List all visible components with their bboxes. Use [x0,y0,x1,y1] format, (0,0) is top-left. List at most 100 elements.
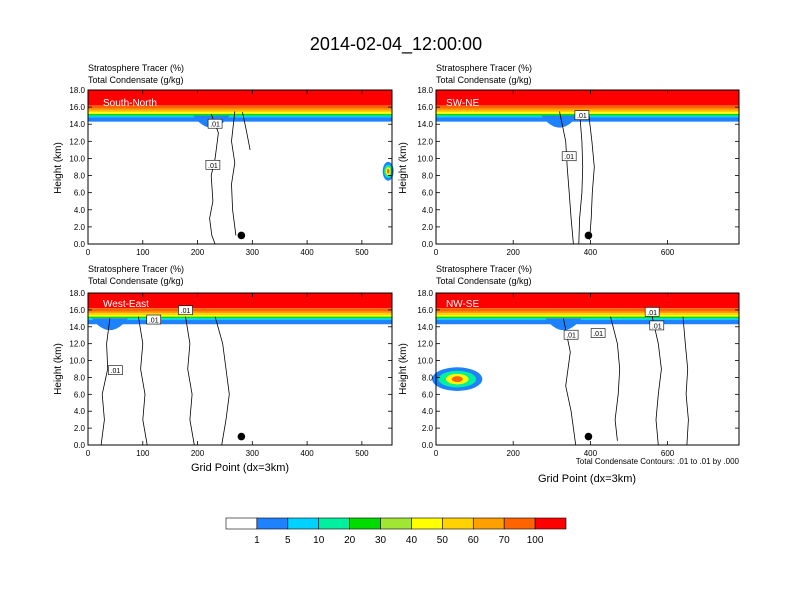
panel-1-tracer-blob-1-core [386,168,390,174]
panel-4-condensate-contour-2 [610,316,621,441]
panel-2-ytick-label-2: 4.0 [422,206,434,215]
panel-2-condensate-contour-3 [588,112,595,240]
panel-2-tracer-band-3 [436,108,739,111]
panel-3-xtick-label-1: 100 [136,449,150,458]
panel-3-contour-label-2: .01 [149,318,159,325]
panel-4-condensate-contour-3 [651,316,662,446]
panel-4-xtick-label-2: 400 [584,449,598,458]
panel-4-ytick-label-1: 2.0 [422,424,434,433]
panel-1-ytick-label-3: 6.0 [74,189,86,198]
colorbar-swatch-0 [225,517,258,530]
panel-4-ytick-label-0: 0.0 [422,441,434,450]
panel-2-tracer-band-2 [436,105,739,109]
panel-4-tracer-band-7 [436,318,739,321]
panel-1-tracer-band-2 [88,105,392,109]
colorbar-label-100: 100 [527,535,544,546]
figure-title: 2014-02-04_12:00:00 [310,34,482,55]
panel-2-label: SW-NE [446,98,479,109]
panel-1-ytick-label-0: 0.0 [74,240,86,249]
panel-1-tracer-band-6 [88,113,392,116]
panel-3-xlabel: Grid Point (dx=3km) [191,462,289,474]
colorbar-label-50: 50 [437,535,449,546]
panel-1-contour-label-box-1 [207,118,223,129]
panel-3-tracer-band-8 [88,320,392,325]
panel-1-subtitle-tracer: Stratosphere Tracer (%) [88,63,184,73]
colorbar-label-30: 30 [375,535,387,546]
panel-4-tracer-band-8 [436,320,739,325]
panel-2-ytick-label-3: 6.0 [422,189,434,198]
colorbar-swatch-2 [287,517,320,530]
panel-1-tracer-band-4 [88,110,392,113]
panel-1-ytick-label-8: 16.0 [69,103,85,112]
panel-1-label: South-North [103,98,157,109]
panel-3-condensate-contour-2 [138,316,148,446]
colorbar-swatch-10 [534,517,567,530]
panel-3-contour-label-box-3 [178,305,193,316]
panel-4-footnote: Total Condensate Contours: .01 to .01 by… [576,457,740,466]
colorbar-swatch-3 [318,517,350,530]
panel-2-ytick-label-9: 18.0 [417,86,433,95]
panel-3-tracer-intrusion [91,318,129,331]
panel-2-tracer-intrusion [541,115,578,128]
panel-4-tracer-blob-1-core [451,376,463,383]
panel-1-xtick-label-0: 0 [86,248,91,257]
panel-4-contour-label-box-2 [590,328,606,338]
panel-3-contour-label-3: .01 [181,308,191,315]
panel-2-contour-label-box-1 [574,110,590,120]
panel-nw-se: Stratosphere Tracer (%) Total Condensate… [398,264,740,485]
panel-3-condensate-contour-3 [185,316,195,446]
panel-3-contour-label-box-2 [146,314,162,325]
panel-4-tracer-band-6 [436,316,739,319]
panel-4-xtick-label-1: 200 [507,449,521,458]
panel-west-east: Stratosphere Tracer (%) Total Condensate… [53,264,393,474]
panel-4-tracer-intrusion [545,318,582,331]
colorbar-label-70: 70 [499,535,511,546]
colorbar: 1 5 10 20 30 40 50 60 70 100 [225,517,567,546]
panel-4-xlabel: Grid Point (dx=3km) [538,473,636,485]
panel-1-subtitle-condensate: Total Condensate (g/kg) [88,75,184,85]
panel-2-ytick-label-1: 2.0 [422,223,434,232]
panel-4-ytick-label-8: 16.0 [417,306,433,315]
panel-1-contour-label-2: .01 [208,163,218,170]
panel-3-subtitle-tracer: Stratosphere Tracer (%) [88,264,184,274]
colorbar-label-1: 1 [254,535,260,546]
panel-3-ytick-label-7: 14.0 [69,323,85,332]
panel-1-ytick-label-6: 12.0 [69,137,85,146]
panel-3-condensate-contour-4 [214,316,230,446]
panel-sw-ne: Stratosphere Tracer (%) Total Condensate… [398,63,740,257]
panel-3-label: West-East [103,299,149,310]
panel-3-frame [87,292,393,446]
panel-3-tracer-band-5 [88,314,392,317]
panel-3-xtick-label-0: 0 [86,449,91,458]
panel-4-contour-label-box-1 [563,329,579,340]
colorbar-label-5: 5 [285,535,291,546]
panel-1-xtick-label-2: 200 [191,248,205,257]
panel-3-contour-label-box-1 [108,365,123,375]
panel-4-condensate-contour-4 [682,316,689,446]
panel-1-plot: .01 .01 0.0 2.0 4.0 6.0 8.0 10.0 12.0 14.0 16.0 18.… [69,86,394,257]
panel-1-ytick-label-5: 10.0 [69,154,85,163]
colorbar-swatch-9 [503,517,536,530]
panel-2-xtick-label-2: 400 [584,248,598,257]
panel-1-xtick-label-1: 100 [136,248,150,257]
panel-1-condensate-contour-2 [231,111,237,236]
panel-4-frame [435,292,740,446]
panel-3-ytick-label-8: 16.0 [69,306,85,315]
panel-4-ytick-label-7: 14.0 [417,323,433,332]
colorbar-swatch-8 [472,517,505,530]
panel-1-xtick-label-4: 400 [300,248,314,257]
panel-1-ytick-label-9: 18.0 [69,86,85,95]
panel-1-location-marker [237,231,246,240]
panel-4-contour-label-3: .01 [647,310,657,317]
panel-3-ytick-label-1: 2.0 [74,424,86,433]
panel-3-tracer-band-6 [88,316,392,319]
panel-3-contour-label-1: .01 [111,368,121,375]
panel-4-xtick-label-0: 0 [434,449,439,458]
panel-3-ytick-label-2: 4.0 [74,407,86,416]
panel-1-xtick-label-3: 300 [246,248,260,257]
panel-2-xtick-label-1: 200 [507,248,521,257]
panel-4-ytick-label-9: 18.0 [417,289,433,298]
panel-4-location-marker [584,432,593,441]
panel-3-condensate-contour-1 [100,318,111,446]
